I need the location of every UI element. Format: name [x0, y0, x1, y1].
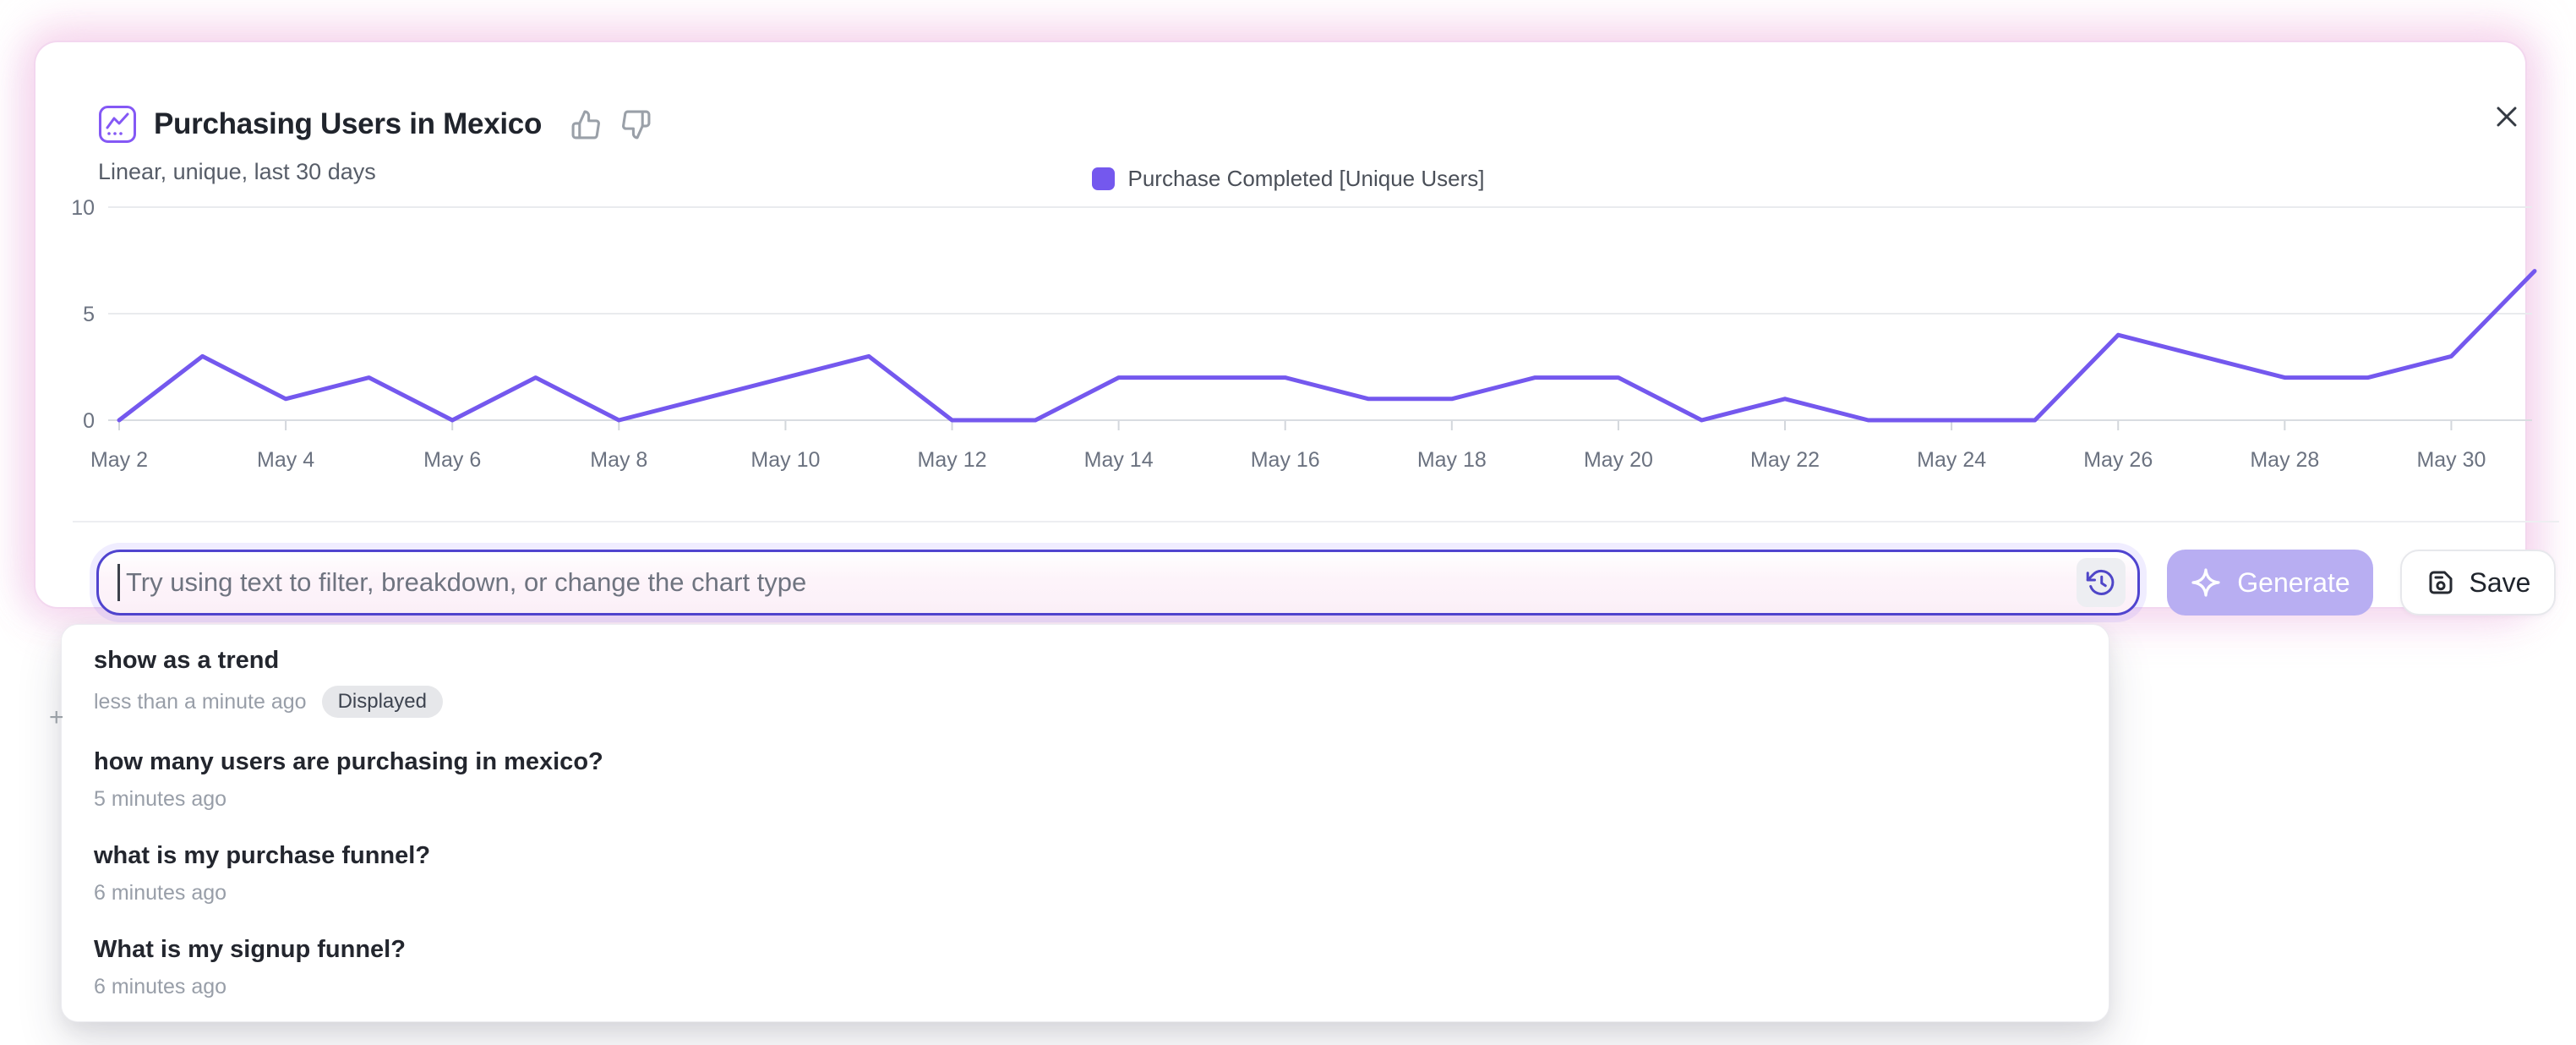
history-clock-icon [2086, 567, 2116, 598]
history-query: what is my purchase funnel? [94, 842, 431, 869]
history-item[interactable]: what is my purchase funnel? 6 minutes ag… [62, 827, 2109, 921]
generate-button[interactable]: Generate [2167, 550, 2373, 616]
close-icon[interactable] [2485, 95, 2529, 139]
status-badge: Displayed [321, 686, 443, 718]
insight-card: Purchasing Users in Mexico Linear, uniqu… [35, 42, 2559, 616]
composer-row: Try using text to filter, breakdown, or … [96, 550, 2557, 616]
card-header: Purchasing Users in Mexico [98, 105, 652, 144]
sparkle-icon [2190, 566, 2222, 599]
history-dropdown: show as a trend less than a minute ago D… [61, 624, 2109, 1022]
history-query: What is my signup funnel? [94, 936, 406, 963]
history-time: 5 minutes ago [94, 787, 227, 811]
history-item[interactable]: What is my signup funnel? 6 minutes ago [62, 921, 2109, 1015]
page-title: Purchasing Users in Mexico [154, 107, 543, 140]
mouse-cursor-plus: + [49, 703, 64, 731]
feedback-controls [570, 109, 652, 140]
history-query: show as a trend [94, 647, 280, 674]
prompt-input[interactable]: Try using text to filter, breakdown, or … [96, 550, 2140, 616]
history-button[interactable] [2077, 558, 2126, 607]
history-query: how many users are purchasing in mexico? [94, 748, 603, 775]
save-button[interactable]: Save [2400, 550, 2556, 616]
history-item[interactable]: show as a trend less than a minute ago D… [62, 632, 2109, 733]
save-label: Save [2469, 566, 2531, 598]
generate-label: Generate [2237, 566, 2350, 598]
history-time: less than a minute ago [94, 689, 307, 714]
card-subtitle: Linear, unique, last 30 days [98, 159, 376, 184]
card-divider [73, 521, 2559, 522]
history-time: 6 minutes ago [94, 975, 227, 998]
history-time: 6 minutes ago [94, 881, 227, 905]
thumbs-up-icon[interactable] [570, 109, 602, 140]
chart-legend: Purchase Completed [Unique Users] [0, 166, 2576, 192]
text-caret [117, 564, 120, 601]
prompt-placeholder: Try using text to filter, breakdown, or … [126, 567, 807, 597]
history-item[interactable]: how many users are purchasing in mexico?… [62, 733, 2109, 827]
line-chart-icon [98, 105, 137, 144]
thumbs-down-icon[interactable] [620, 109, 652, 140]
legend-swatch [1091, 167, 1115, 190]
legend-label: Purchase Completed [Unique Users] [1127, 166, 1485, 191]
legend-item[interactable]: Purchase Completed [Unique Users] [1091, 166, 1485, 192]
save-icon [2426, 567, 2456, 598]
